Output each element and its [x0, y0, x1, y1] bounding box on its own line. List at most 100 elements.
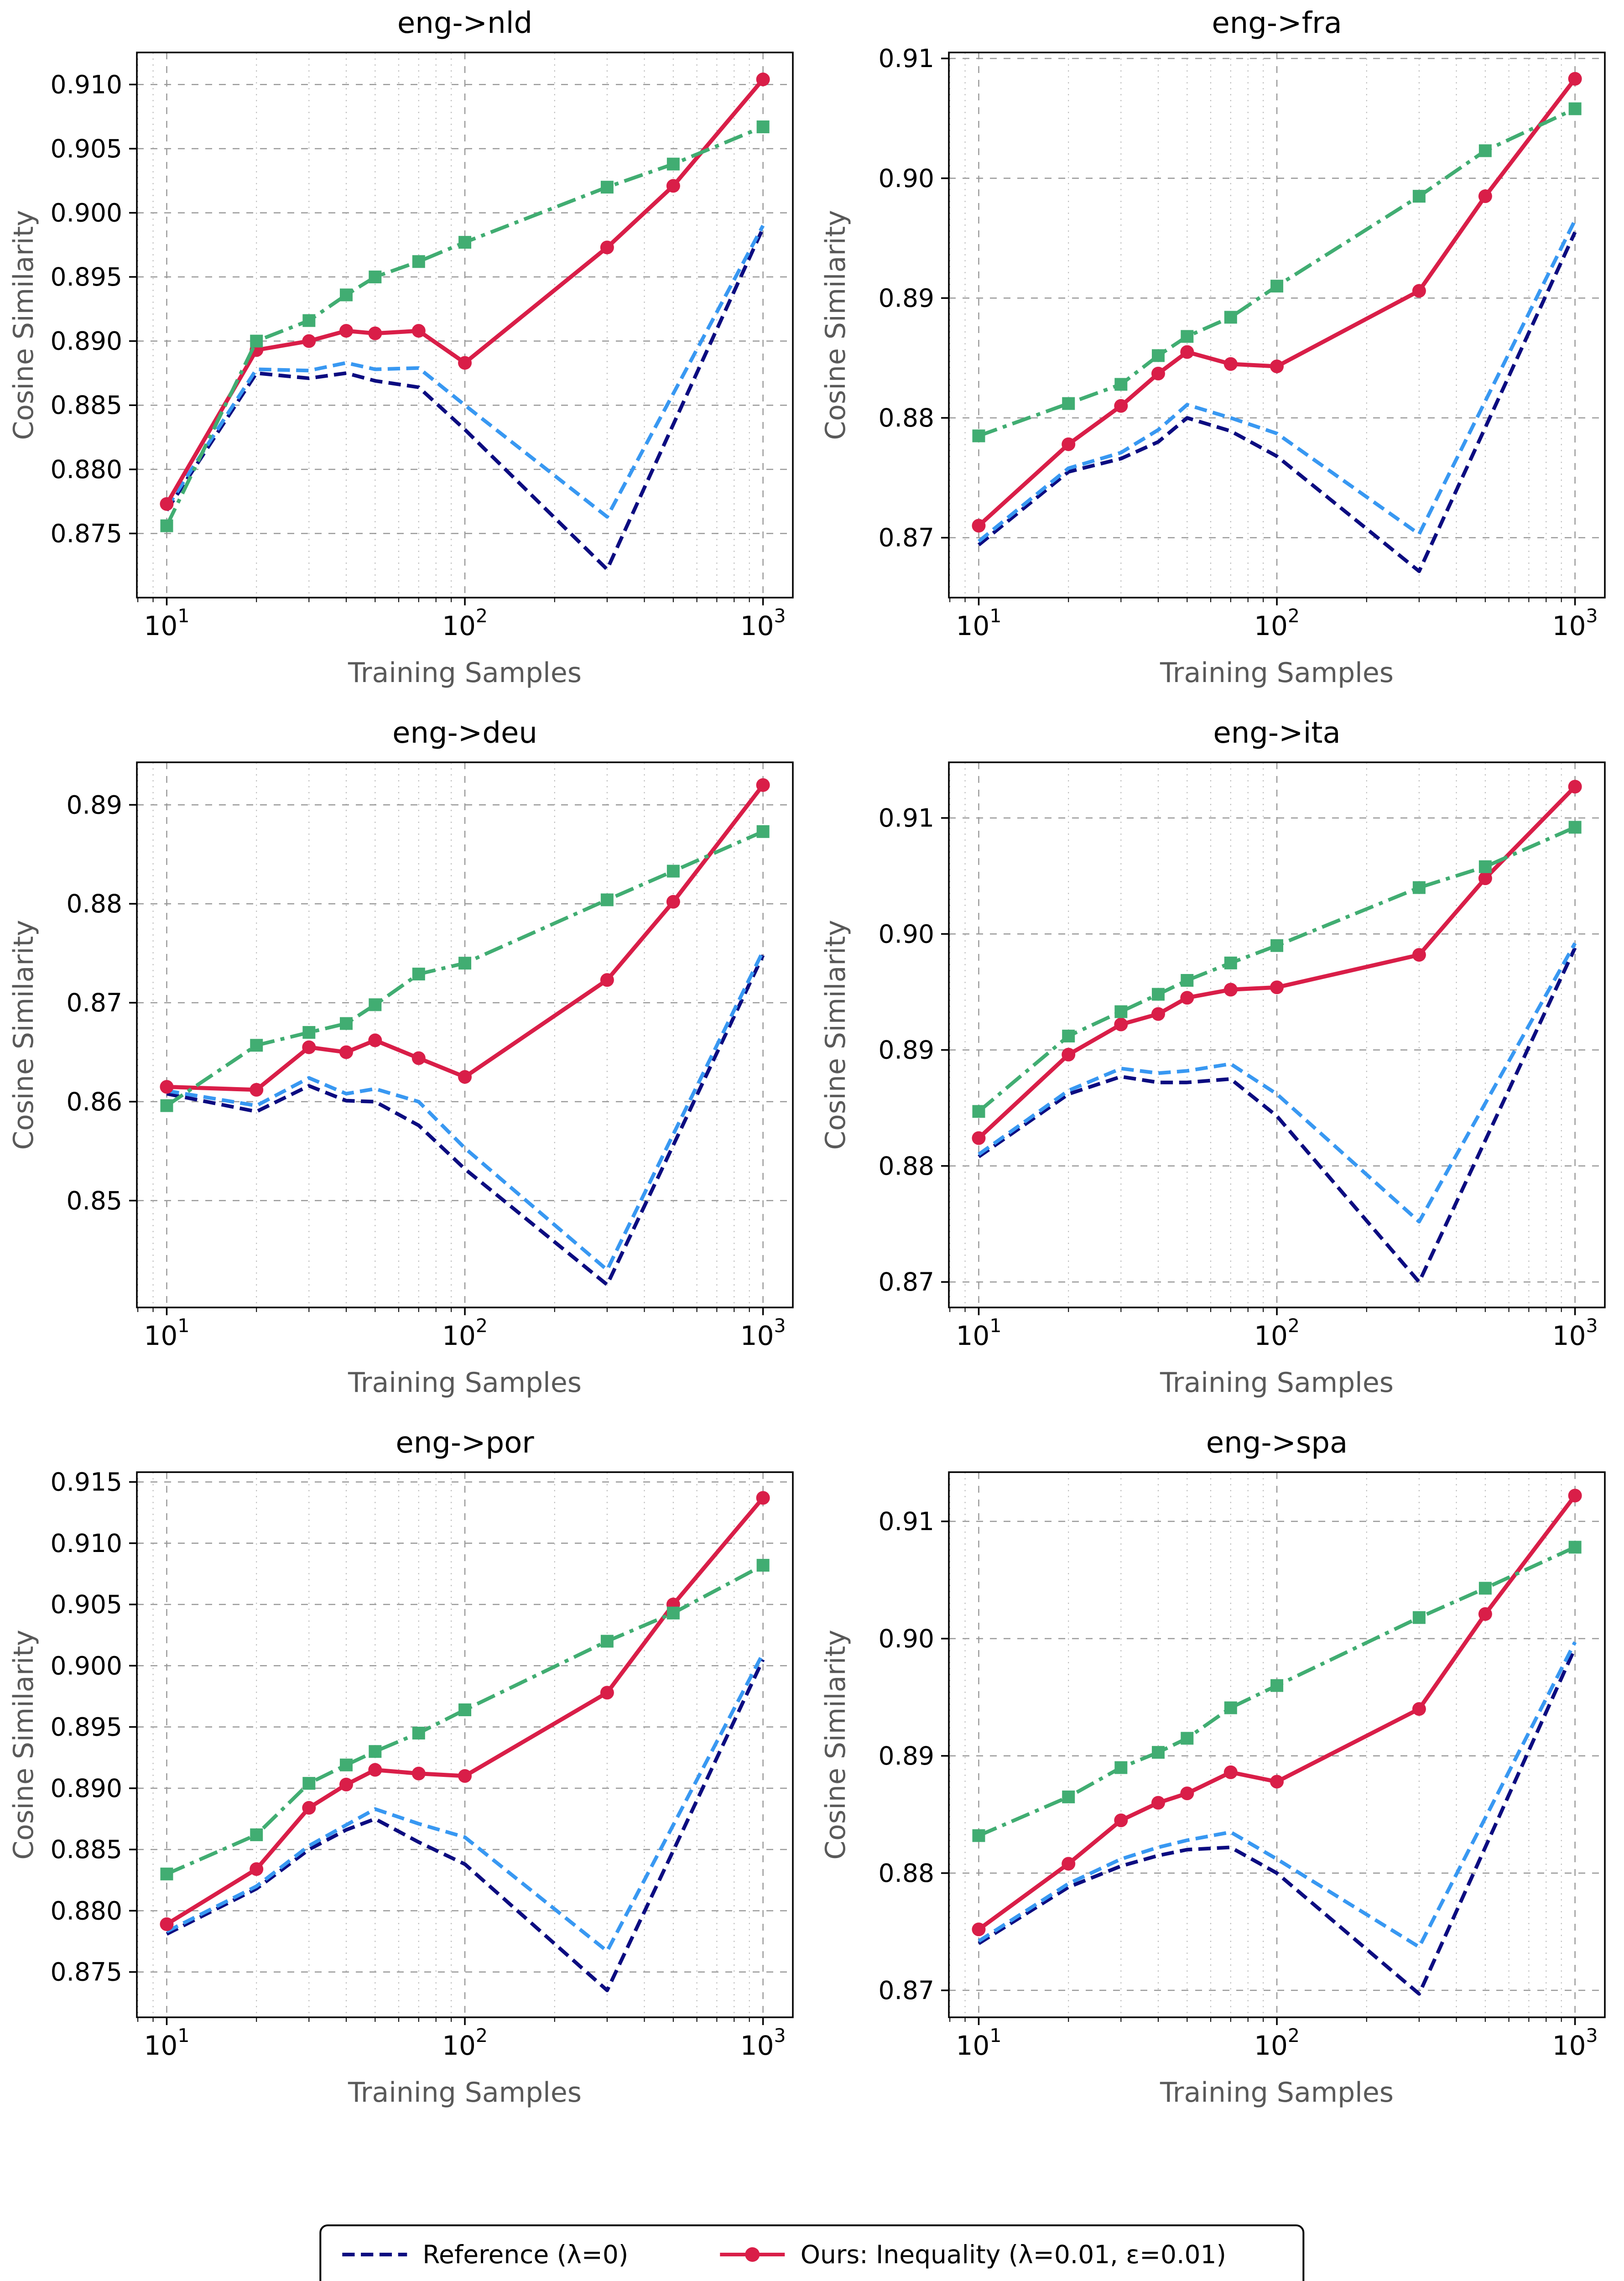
data-point-marker: [1412, 881, 1426, 894]
svg-text:0.88: 0.88: [67, 889, 122, 918]
series-line-0: [166, 954, 765, 1287]
data-point-marker: [368, 326, 382, 340]
data-point-marker: [458, 356, 472, 370]
chart-eng-nld: 101 102 103 0.875 0.880 0.885 0.890 0.895 0.900 0…: [0, 0, 812, 710]
data-point-marker: [368, 1763, 382, 1777]
series-line-3: [165, 125, 764, 527]
svg-text:0.87: 0.87: [67, 988, 122, 1017]
data-point-marker: [1180, 991, 1194, 1005]
series-line-2: [167, 784, 765, 1092]
axis-ticks: [129, 1481, 764, 2025]
data-point-marker: [369, 998, 382, 1011]
data-point-marker: [339, 324, 353, 338]
data-point-marker: [302, 1801, 316, 1815]
data-point-marker: [1223, 357, 1238, 371]
y-tick-labels: 0.87 0.88 0.89 0.90 0.91: [879, 1507, 934, 2005]
series-line-2: [977, 78, 1577, 527]
grid-major: [137, 762, 793, 1307]
svg-text:101: 101: [144, 1315, 190, 1351]
data-point-marker: [302, 1777, 316, 1790]
legend-entry-ours-inequality: Ours: Inequality (λ=0.01, ε=0.01): [718, 2240, 1274, 2269]
x-axis-label: Training Samples: [348, 657, 582, 689]
data-point-marker: [411, 1051, 426, 1065]
legend-entry-reference-lambda0: Reference (λ=0): [340, 2240, 668, 2269]
data-point-marker: [1151, 988, 1165, 1001]
svg-text:0.88: 0.88: [879, 1151, 934, 1181]
svg-text:0.915: 0.915: [51, 1467, 122, 1496]
series-group: [972, 1489, 1582, 1996]
series-line-0: [978, 947, 1577, 1284]
data-point-marker: [1478, 1607, 1492, 1621]
x-tick-labels: 101 102 103: [956, 2025, 1598, 2061]
svg-text:102: 102: [1254, 2025, 1300, 2061]
data-point-marker: [160, 1080, 174, 1094]
data-point-marker: [972, 519, 986, 533]
data-point-marker: [458, 1703, 472, 1716]
series-group: [972, 72, 1582, 573]
chart-svg: 101 102 103 0.87 0.88 0.89 0.90 0.91 eng->spa Tra…: [820, 1426, 1606, 2109]
data-point-marker: [160, 1099, 173, 1112]
svg-text:0.87: 0.87: [879, 1267, 934, 1297]
svg-text:103: 103: [740, 1315, 786, 1351]
data-point-marker: [1478, 871, 1492, 885]
svg-text:0.87: 0.87: [879, 1976, 934, 2005]
svg-text:0.900: 0.900: [51, 198, 122, 227]
svg-text:0.89: 0.89: [879, 283, 934, 312]
data-point-marker: [756, 825, 770, 838]
data-point-marker: [339, 1017, 353, 1030]
grid-major: [949, 762, 1605, 1307]
x-tick-labels: 101 102 103: [144, 605, 786, 641]
svg-text:0.910: 0.910: [51, 70, 122, 99]
data-point-marker: [411, 1766, 426, 1781]
svg-text:0.90: 0.90: [879, 164, 934, 193]
data-point-marker: [1478, 860, 1492, 873]
series-line-3: [978, 1545, 1576, 1838]
data-point-marker: [600, 181, 614, 194]
svg-text:0.885: 0.885: [51, 391, 122, 420]
grid-major: [137, 52, 793, 598]
series-line-1: [165, 224, 765, 519]
series-line-3: [166, 1563, 764, 1876]
data-point-marker: [600, 973, 614, 987]
data-point-marker: [1181, 974, 1194, 987]
data-point-marker: [1224, 311, 1237, 324]
svg-text:0.85: 0.85: [67, 1186, 122, 1215]
data-point-marker: [250, 1039, 263, 1052]
series-line-3: [977, 825, 1576, 1113]
data-point-marker: [972, 1829, 985, 1842]
svg-text:0.91: 0.91: [879, 803, 934, 833]
data-point-marker: [1412, 948, 1426, 962]
series-line-0: [165, 227, 765, 572]
data-point-marker: [1114, 378, 1128, 391]
grid-minor: [949, 1472, 1562, 2017]
data-point-marker: [972, 429, 985, 443]
data-point-marker: [160, 497, 174, 511]
svg-text:103: 103: [740, 605, 786, 641]
chart-eng-spa: 101 102 103 0.87 0.88 0.89 0.90 0.91 eng->spa Tra…: [812, 1420, 1624, 2130]
legend-column-2: Ours: Inequality (λ=0.01, ε=0.01) Ours: …: [718, 2240, 1274, 2281]
data-point-marker: [458, 957, 472, 970]
data-point-marker: [250, 1828, 263, 1841]
data-point-marker: [1151, 366, 1165, 380]
x-tick-labels: 101 102 103: [956, 605, 1598, 641]
axis-ticks: [941, 817, 1576, 1315]
data-point-marker: [339, 1758, 353, 1771]
chart-title: eng->deu: [392, 716, 537, 750]
data-point-marker: [1181, 1732, 1194, 1745]
svg-text:0.89: 0.89: [67, 790, 122, 819]
plot-border: [948, 52, 1606, 599]
grid-major: [949, 52, 1605, 598]
svg-text:101: 101: [956, 2025, 1002, 2061]
x-axis-label: Training Samples: [348, 2077, 582, 2109]
legend: Reference (λ=0) Reference (λ=0.01) Ours:…: [319, 2224, 1305, 2281]
data-point-marker: [600, 240, 614, 255]
data-point-marker: [160, 1917, 174, 1931]
data-point-marker: [1568, 821, 1582, 834]
data-point-marker: [666, 179, 680, 193]
svg-text:102: 102: [442, 1315, 488, 1351]
data-point-marker: [411, 324, 426, 338]
x-axis-label: Training Samples: [1160, 2077, 1394, 2109]
svg-text:0.88: 0.88: [879, 1859, 934, 1888]
svg-text:0.89: 0.89: [879, 1741, 934, 1771]
svg-text:102: 102: [1254, 605, 1300, 641]
